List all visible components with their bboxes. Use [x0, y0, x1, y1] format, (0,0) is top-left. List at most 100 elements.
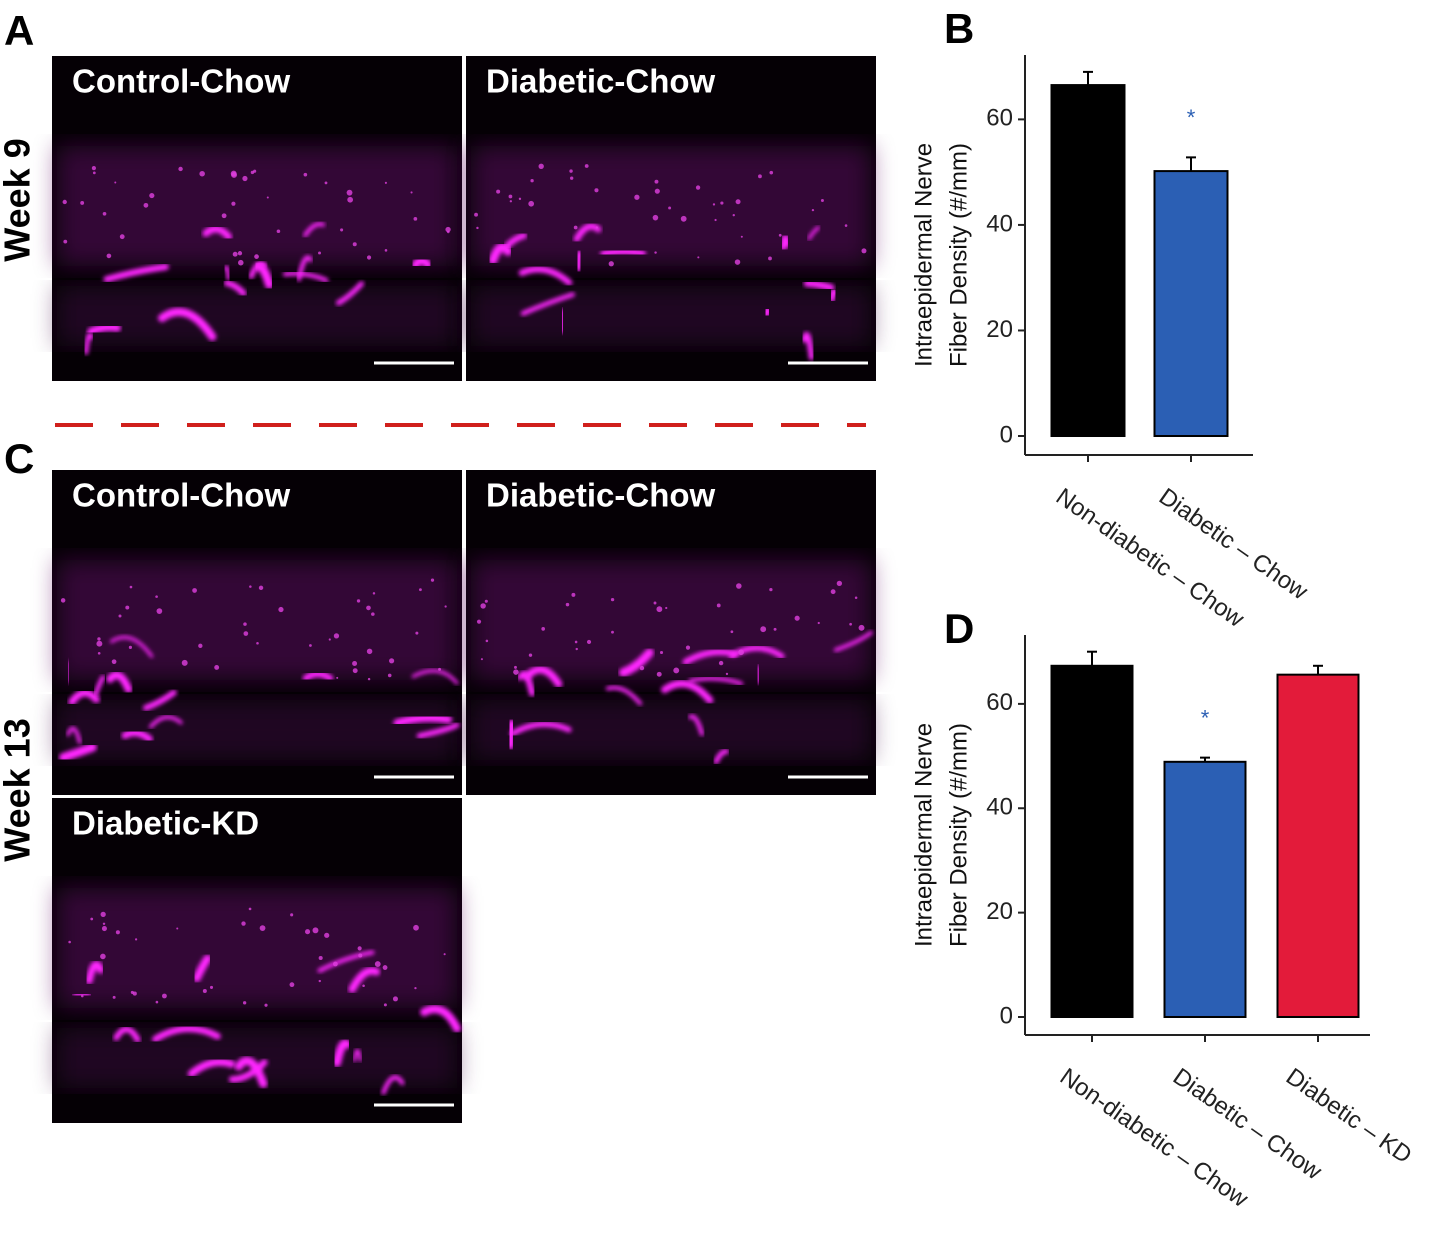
nerve-dot: [305, 929, 311, 935]
nerve-dot: [276, 229, 281, 234]
nerve-dot: [63, 239, 68, 244]
nerve-dot: [357, 946, 362, 951]
y-axis-label: Fiber Density (#/mm): [945, 143, 972, 367]
nerve-dot: [256, 641, 259, 645]
nerve-dot: [530, 179, 534, 183]
nerve-dot: [155, 595, 158, 598]
nerve-dot: [115, 930, 120, 935]
nerve-fiber: [713, 748, 729, 765]
nerve-fiber: [85, 960, 105, 985]
nerve-dot: [858, 624, 865, 631]
nerve-dot: [734, 259, 741, 265]
nerve-dot: [415, 631, 419, 635]
nerve-fiber: [248, 261, 267, 280]
nerve-dot: [333, 633, 340, 639]
nerve-dot: [102, 922, 106, 926]
nerve-dot: [541, 627, 546, 631]
nerve-dot: [367, 677, 371, 681]
nerve-fiber: [828, 288, 839, 303]
nerve-fiber: [411, 669, 459, 685]
nerve-dot: [384, 249, 388, 252]
bar: [1153, 170, 1229, 438]
nerve-dot: [312, 927, 319, 934]
nerve-dot: [610, 597, 615, 602]
nerve-dot: [659, 650, 664, 655]
nerve-dot: [278, 606, 284, 613]
nerve-dot: [474, 212, 478, 217]
nerve-dot: [480, 603, 486, 609]
bar: [1276, 673, 1360, 1018]
nerve-dot: [114, 181, 117, 184]
nerve-dot: [712, 203, 716, 206]
nerve-dot: [383, 1003, 387, 1007]
panel-label: A: [4, 7, 34, 54]
nerve-dot: [242, 1001, 247, 1005]
nerve-fiber: [352, 1048, 363, 1063]
nerve-dot: [725, 672, 729, 676]
nerve-dot: [656, 671, 662, 677]
nerve-dot: [430, 578, 435, 582]
nerve-dot: [199, 170, 205, 177]
nerve-fiber: [228, 1059, 268, 1083]
tissue-glow: [471, 700, 871, 760]
nerve-dot: [685, 645, 691, 650]
tissue-glow: [471, 560, 871, 680]
nerve-dot: [665, 606, 668, 610]
nerve-dot: [346, 189, 353, 196]
nerve-fiber: [317, 950, 375, 973]
nerve-fiber: [524, 665, 563, 688]
row-label: Week 9: [0, 138, 38, 261]
nerve-dot: [92, 171, 96, 175]
nerve-fiber: [109, 635, 154, 658]
nerve-dot: [794, 615, 800, 621]
nerve-dot: [309, 644, 312, 647]
nerve-dot: [654, 188, 660, 194]
nerve-fiber: [66, 726, 82, 745]
bar: [1050, 664, 1134, 1018]
nerve-dot: [817, 621, 820, 625]
nerve-fiber: [618, 648, 654, 677]
nerve-dot: [413, 216, 418, 221]
nerve-fiber: [420, 1005, 462, 1033]
nerve-dot: [290, 913, 294, 917]
x-tick-label: Non-diabetic – Chow: [1055, 1063, 1254, 1213]
nerve-fiber: [762, 306, 772, 318]
nerve-dot: [811, 208, 815, 212]
nerve-dot: [366, 648, 373, 655]
nerve-dot: [372, 592, 376, 595]
nerve-dot: [608, 261, 614, 267]
x-tick-label: Non-diabetic – Chow: [1051, 483, 1250, 633]
nerve-dot: [230, 170, 237, 177]
nerve-dot: [697, 256, 700, 259]
nerve-dot: [318, 955, 323, 961]
nerve-dot: [740, 235, 743, 238]
significance: *: [1201, 705, 1210, 730]
nerve-dot: [181, 659, 188, 666]
nerve-dot: [565, 602, 570, 607]
nerve-dot: [347, 196, 354, 203]
tissue-glow: [57, 560, 457, 680]
nerve-fiber: [518, 266, 573, 286]
nerve-fiber: [381, 1075, 405, 1095]
nerve-dot: [62, 199, 67, 205]
nerve-dot: [509, 200, 513, 203]
panel-label: B: [944, 5, 974, 52]
nerve-dot: [778, 233, 782, 237]
image-label: Diabetic-Chow: [486, 477, 716, 514]
nerve-dot: [156, 608, 163, 614]
nerve-dot: [328, 638, 331, 641]
nerve-dot: [476, 226, 479, 230]
nerve-dot: [476, 619, 482, 624]
nerve-fiber: [103, 263, 169, 283]
nerve-dot: [518, 197, 522, 201]
nerve-fiber: [113, 1026, 141, 1043]
nerve-dot: [484, 599, 488, 603]
nerve-dot: [198, 643, 203, 648]
nerve-dot: [736, 583, 742, 589]
nerve-dot: [611, 630, 614, 634]
nerve-dot: [528, 653, 533, 657]
nerve-dot: [106, 253, 112, 259]
nerve-dot: [248, 907, 252, 911]
nerve-dot: [570, 176, 574, 180]
nerve-dot: [673, 667, 680, 674]
